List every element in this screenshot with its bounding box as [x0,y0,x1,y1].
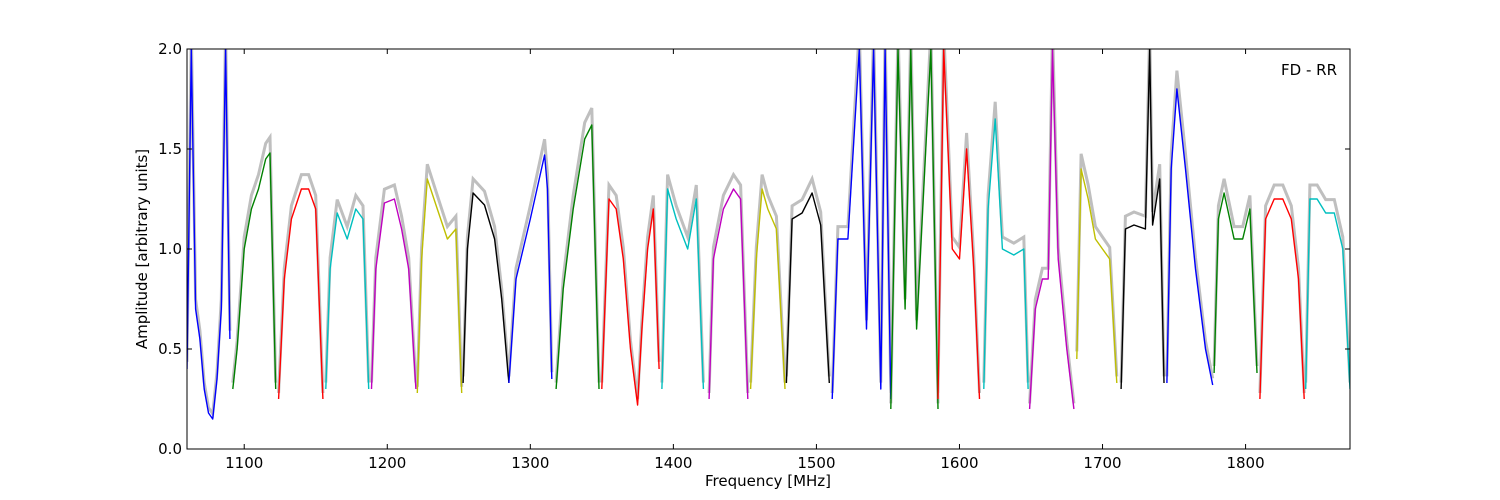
series-band-20 [1076,168,1118,384]
background-band-25 [1304,183,1350,383]
series-band-7 [462,192,510,384]
series-band-15 [831,49,892,400]
series-band-5 [370,198,417,390]
series-band-1 [187,49,231,420]
series-band-6 [416,178,463,394]
series-band-14 [785,192,830,384]
series-band-22 [1166,88,1214,386]
series-band-10 [601,198,660,406]
series-band-4 [325,208,370,390]
background-band-4 [324,191,371,383]
series-band-18 [983,118,1029,390]
background-band-3 [277,173,325,394]
y-tick-label: 1.0 [158,240,182,258]
series-band-16 [890,49,939,410]
x-tick-label: 1100 [225,454,263,472]
background-band-22 [1165,70,1215,379]
series-band-21 [1120,49,1165,390]
y-tick-label: 0.0 [158,440,182,458]
ticks-layer: 1100 1200 1300 1400 1500 1600 1700 1800 0.0 0.5 1.… [158,40,1350,472]
x-tick-label: 1300 [511,454,549,472]
series-band-13 [749,188,786,390]
x-axis-label: Frequency [MHz] [705,472,831,490]
y-tick-label: 0.5 [158,340,182,358]
x-tick-label: 1200 [368,454,406,472]
y-tick-label: 2.0 [158,40,182,58]
series-band-11 [661,188,705,390]
series-band-23 [1213,192,1258,374]
x-tick-label: 1400 [654,454,692,472]
background-band-24 [1258,183,1306,394]
series-band-3 [277,188,324,400]
series-band-2 [232,152,277,390]
background-band-6 [415,163,464,387]
series-band-24 [1259,198,1305,400]
x-tick-label: 1700 [1083,454,1121,472]
background-band-23 [1212,178,1259,367]
x-tick-label: 1600 [940,454,978,472]
series-band-25 [1305,198,1350,390]
series-band-9 [555,124,600,390]
series-band-19 [1028,49,1075,410]
background-band-5 [370,182,418,383]
y-axis-label: Amplitude [arbitrary units] [133,149,151,349]
series-band-17 [937,49,981,400]
series-layer [187,49,1350,420]
x-tick-label: 1500 [797,454,835,472]
series-band-12 [708,188,749,400]
x-tick-label: 1800 [1226,454,1264,472]
series-band-8 [508,154,553,384]
annotation-label: FD - RR [1281,61,1337,79]
background-band-10 [600,180,661,400]
background-band-7 [461,175,511,377]
plot-background [187,49,1350,449]
y-tick-label: 1.5 [158,140,182,158]
background-band-20 [1075,153,1119,377]
